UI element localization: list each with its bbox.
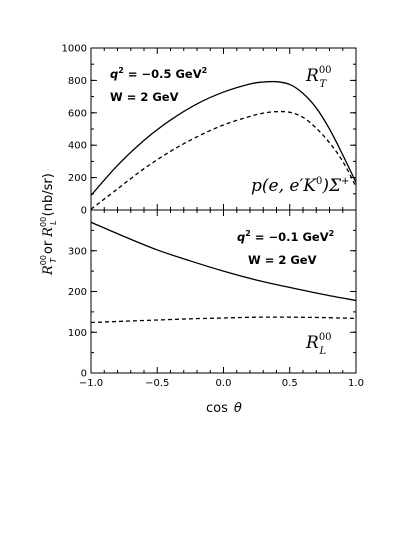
y-tick-label: 0 bbox=[81, 206, 87, 217]
curves bbox=[90, 80, 357, 324]
bottom-w-label: W = 2 GeV bbox=[248, 253, 317, 267]
x-tick-label: −0.5 bbox=[145, 378, 169, 389]
bottom-solid-curve bbox=[90, 221, 357, 302]
top-dashed-curve bbox=[90, 110, 357, 210]
rl-curve-label: R00 L bbox=[305, 332, 332, 357]
bottom-y-ticks: 0 100 200 300 bbox=[68, 209, 356, 380]
y-tick-label: 400 bbox=[68, 141, 87, 152]
y-tick-label: 200 bbox=[68, 173, 87, 184]
top-y-ticks: 0 200 400 600 800 1000 bbox=[62, 44, 356, 217]
bottom-q2-label: q2 = −0.1 GeV2 bbox=[237, 229, 334, 244]
rt-curve-label: R00 T bbox=[305, 65, 332, 90]
top-q2-label: q2 = −0.5 GeV2 bbox=[110, 66, 207, 81]
y-tick-label: 0 bbox=[81, 369, 87, 380]
y-tick-label: 800 bbox=[68, 76, 87, 87]
reaction-label: p(e, e′K0)Σ+ bbox=[251, 176, 349, 196]
top-solid-curve bbox=[90, 80, 357, 196]
y-tick-label: 600 bbox=[68, 108, 87, 119]
y-tick-label: 100 bbox=[68, 328, 87, 339]
x-tick-label: 1.0 bbox=[348, 378, 364, 389]
x-tick-label: 0.0 bbox=[216, 378, 232, 389]
y-tick-label: 200 bbox=[68, 287, 87, 298]
y-axis-label: R00TorR00L(nb/sr) bbox=[39, 173, 58, 276]
y-tick-label: 300 bbox=[68, 246, 87, 257]
x-axis-label: cos θ bbox=[206, 401, 242, 416]
y-tick-label: 1000 bbox=[62, 44, 87, 55]
svg-text:R00TorR00L(nb/sr): R00TorR00L(nb/sr) bbox=[39, 173, 58, 276]
bottom-dashed-curve bbox=[90, 316, 357, 324]
top-w-label: W = 2 GeV bbox=[110, 90, 179, 104]
x-tick-label: −1.0 bbox=[79, 378, 103, 389]
x-ticks: −1.0 −0.5 0.0 0.5 1.0 bbox=[79, 48, 364, 389]
x-tick-label: 0.5 bbox=[282, 378, 298, 389]
